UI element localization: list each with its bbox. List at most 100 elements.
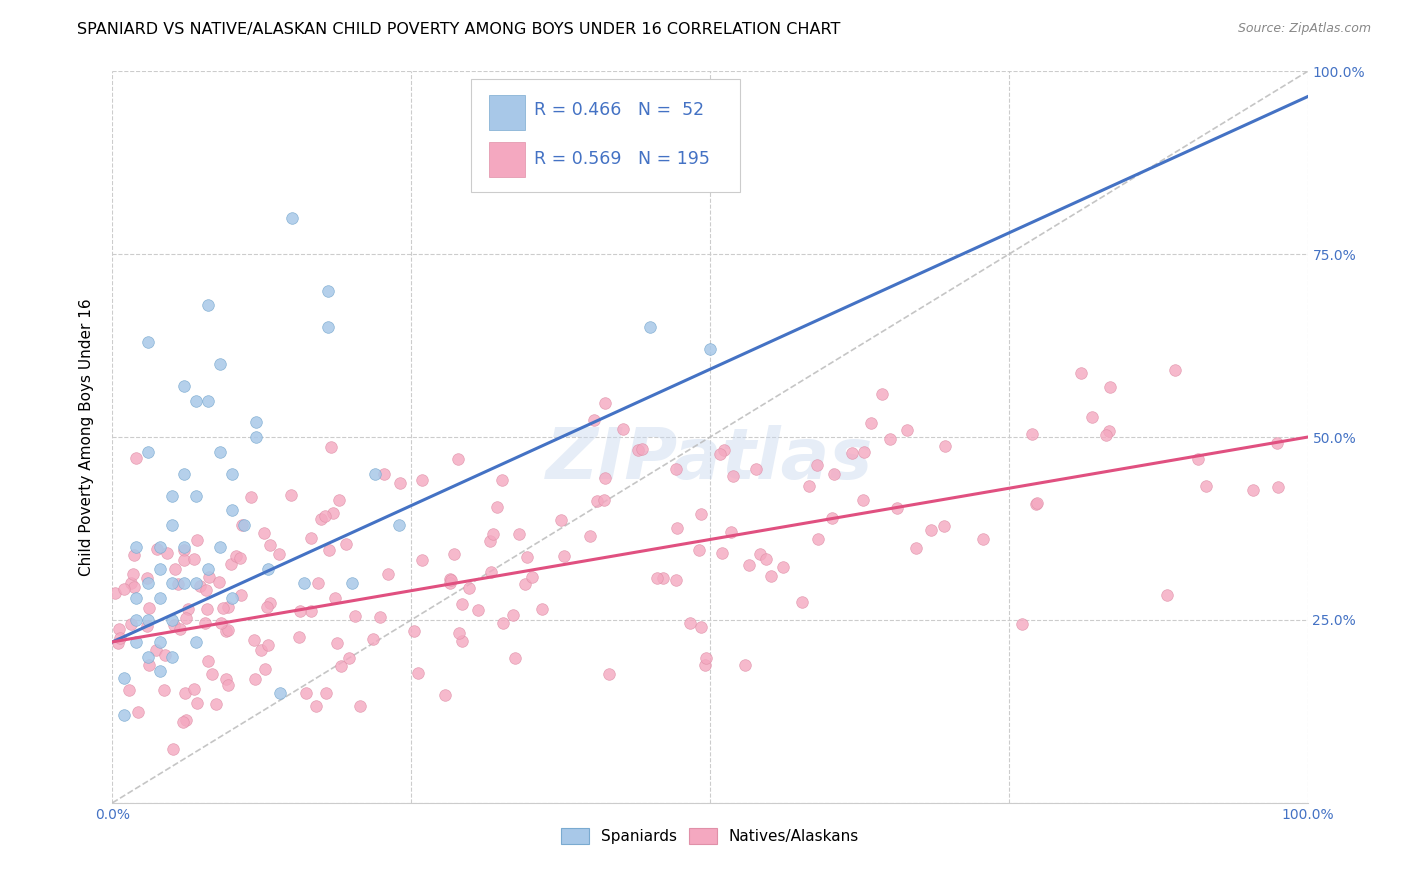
Point (209, 357, 232, 371)
Point (335, 537, 357, 551)
Point (174, 611, 197, 625)
Point (1187, 452, 1209, 467)
Point (221, 503, 243, 517)
Point (245, 416, 267, 430)
Point (299, 531, 322, 545)
Point (209, 615, 232, 630)
Point (797, 479, 820, 493)
Point (295, 686, 318, 700)
Point (305, 698, 328, 713)
Point (439, 576, 461, 591)
Point (228, 550, 250, 565)
Point (118, 682, 141, 697)
Point (748, 547, 770, 561)
Point (125, 591, 148, 605)
Point (934, 439, 956, 453)
Point (879, 432, 901, 446)
Point (896, 423, 918, 437)
Point (269, 547, 291, 561)
Point (852, 445, 875, 459)
Point (156, 546, 179, 560)
Point (173, 540, 195, 554)
Point (886, 500, 908, 515)
Point (186, 576, 208, 591)
Point (328, 493, 350, 508)
Point (162, 613, 183, 627)
Point (583, 413, 606, 427)
Point (326, 636, 349, 650)
Point (693, 658, 716, 673)
Point (806, 458, 828, 472)
Point (145, 643, 167, 657)
Point (122, 581, 145, 595)
Point (221, 467, 243, 481)
Point (447, 452, 470, 467)
Point (679, 616, 702, 631)
Point (598, 667, 620, 681)
Point (167, 577, 190, 591)
Point (215, 673, 238, 687)
Point (149, 562, 172, 576)
Point (755, 551, 778, 566)
Point (162, 576, 183, 591)
Point (859, 416, 882, 430)
Point (257, 562, 280, 576)
Point (186, 533, 208, 548)
Point (1025, 496, 1047, 510)
Point (593, 396, 616, 410)
Point (451, 597, 474, 611)
Point (745, 462, 768, 476)
Point (108, 622, 131, 636)
Point (434, 688, 457, 702)
Point (503, 651, 526, 665)
Point (138, 600, 160, 615)
Point (186, 393, 208, 408)
Point (932, 519, 955, 533)
Point (125, 450, 148, 465)
Point (225, 549, 247, 563)
Point (281, 211, 304, 225)
Point (174, 713, 197, 727)
Point (114, 708, 135, 723)
Point (759, 569, 782, 583)
FancyBboxPatch shape (471, 78, 740, 192)
Point (699, 343, 721, 357)
Point (138, 613, 160, 627)
Point (647, 571, 669, 585)
Text: Source: ZipAtlas.com: Source: ZipAtlas.com (1237, 22, 1371, 36)
Point (205, 698, 228, 712)
Point (515, 577, 537, 591)
Point (165, 562, 187, 576)
Point (211, 600, 233, 615)
Point (322, 506, 344, 520)
Point (136, 619, 159, 633)
Y-axis label: Child Poverty Among Boys Under 16: Child Poverty Among Boys Under 16 (79, 298, 94, 576)
Point (125, 540, 148, 554)
Point (1021, 426, 1043, 441)
Point (183, 552, 205, 566)
Point (197, 654, 219, 668)
Point (406, 666, 429, 681)
Point (1163, 363, 1185, 377)
Point (1070, 366, 1092, 380)
Point (1080, 409, 1102, 424)
Point (162, 517, 183, 532)
Point (439, 572, 461, 586)
Point (1099, 380, 1122, 394)
Point (486, 500, 509, 514)
Point (640, 320, 662, 334)
Point (492, 615, 515, 630)
Point (1241, 483, 1264, 498)
Point (316, 284, 339, 298)
Point (443, 548, 465, 562)
Point (323, 591, 346, 605)
Point (121, 567, 143, 582)
Point (245, 430, 267, 444)
Point (1025, 497, 1047, 511)
Point (972, 532, 994, 546)
Point (174, 686, 197, 700)
Point (162, 742, 184, 756)
Point (690, 619, 713, 633)
Point (149, 591, 172, 605)
Point (120, 616, 142, 631)
